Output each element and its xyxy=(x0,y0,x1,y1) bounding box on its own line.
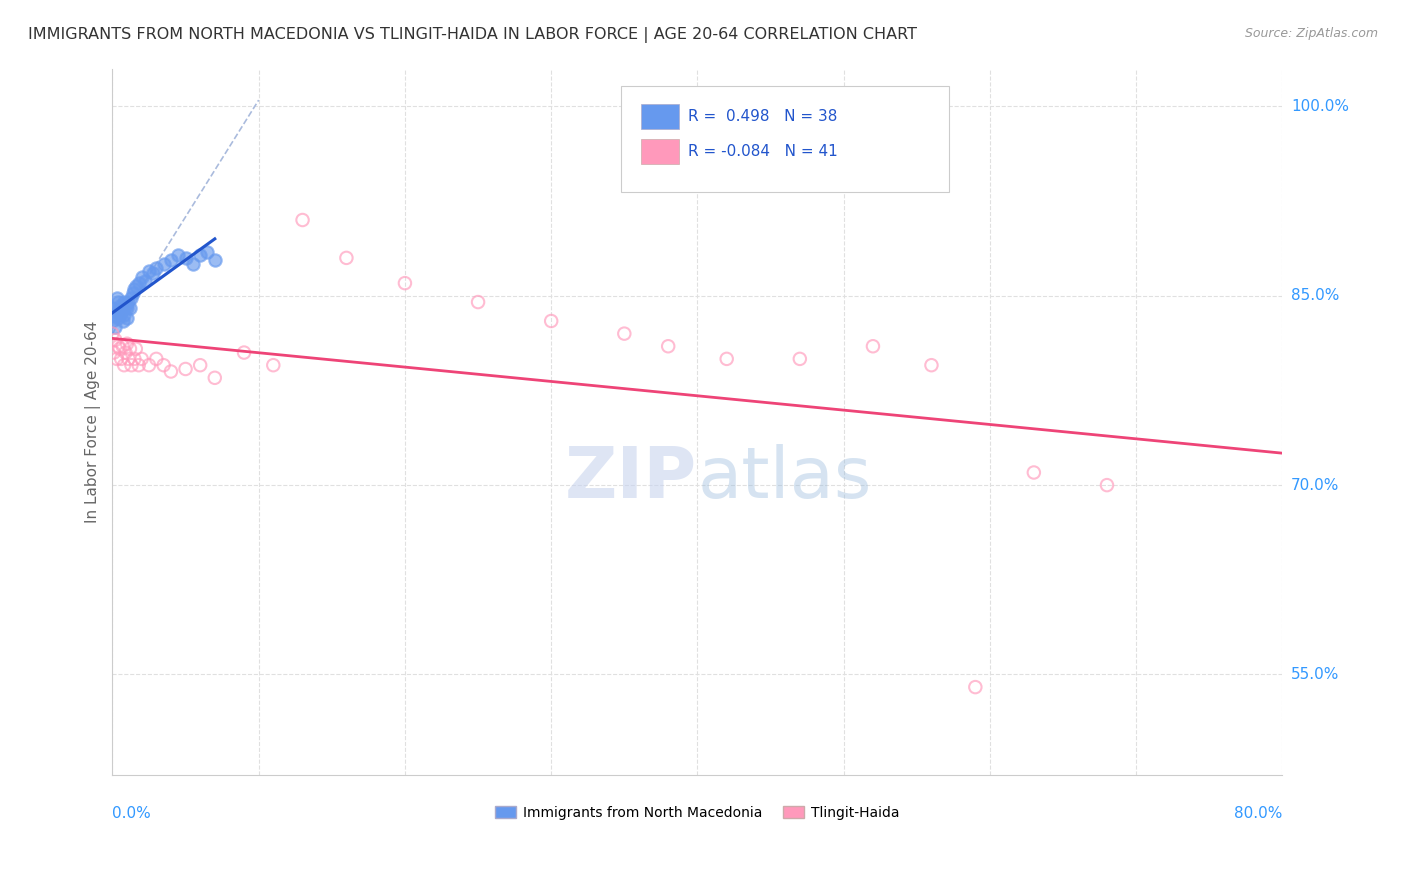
Point xyxy=(145,351,167,366)
Point xyxy=(105,304,128,318)
Point xyxy=(125,278,148,293)
Text: atlas: atlas xyxy=(697,444,872,513)
Point xyxy=(131,351,153,366)
Point xyxy=(174,251,197,265)
Point xyxy=(122,286,145,301)
Point xyxy=(145,260,167,275)
Point xyxy=(108,299,131,313)
Point xyxy=(335,251,357,265)
Text: 0.0%: 0.0% xyxy=(112,806,152,821)
Point xyxy=(101,326,124,341)
Point xyxy=(107,311,129,326)
Point xyxy=(174,362,197,376)
Point xyxy=(142,266,165,280)
Point xyxy=(862,339,884,353)
Point xyxy=(138,263,160,277)
Text: 70.0%: 70.0% xyxy=(1291,477,1339,492)
Point xyxy=(114,345,136,359)
Point xyxy=(124,351,146,366)
Point xyxy=(291,213,314,227)
Point xyxy=(107,295,129,310)
Point xyxy=(540,314,562,328)
Point xyxy=(105,351,128,366)
Text: R = -0.084   N = 41: R = -0.084 N = 41 xyxy=(688,145,838,160)
Point xyxy=(114,299,136,313)
Point xyxy=(111,314,134,328)
Point xyxy=(108,308,131,322)
Point xyxy=(110,304,132,318)
Point xyxy=(160,253,183,268)
Point xyxy=(115,336,138,351)
Point xyxy=(134,274,156,288)
FancyBboxPatch shape xyxy=(621,87,949,193)
Point xyxy=(188,248,211,262)
Text: IMMIGRANTS FROM NORTH MACEDONIA VS TLINGIT-HAIDA IN LABOR FORCE | AGE 20-64 CORR: IMMIGRANTS FROM NORTH MACEDONIA VS TLING… xyxy=(28,27,917,43)
Y-axis label: In Labor Force | Age 20-64: In Labor Force | Age 20-64 xyxy=(86,321,101,524)
Point xyxy=(181,257,204,271)
Point xyxy=(152,257,174,271)
FancyBboxPatch shape xyxy=(641,139,679,164)
Point xyxy=(105,291,128,305)
Point xyxy=(467,295,489,310)
FancyBboxPatch shape xyxy=(641,103,679,128)
Point xyxy=(188,358,211,372)
Point xyxy=(1095,478,1118,492)
Point xyxy=(118,342,141,356)
Point xyxy=(204,253,226,268)
Point xyxy=(613,326,636,341)
Text: R =  0.498   N = 38: R = 0.498 N = 38 xyxy=(688,109,838,124)
Point xyxy=(262,358,284,372)
Point xyxy=(101,301,124,316)
Point xyxy=(115,311,138,326)
Point xyxy=(124,282,146,296)
Point xyxy=(716,351,738,366)
Point xyxy=(120,291,142,305)
Point xyxy=(152,358,174,372)
Point xyxy=(103,345,125,359)
Point xyxy=(197,244,219,259)
Point xyxy=(233,345,256,359)
Point xyxy=(920,358,942,372)
Point xyxy=(112,358,135,372)
Point xyxy=(657,339,679,353)
Point xyxy=(394,276,416,290)
Text: ZIP: ZIP xyxy=(565,444,697,513)
Point xyxy=(167,248,190,262)
Point xyxy=(117,351,139,366)
Text: 85.0%: 85.0% xyxy=(1291,288,1339,303)
Point xyxy=(111,339,134,353)
Point xyxy=(112,308,135,322)
Point xyxy=(131,269,153,284)
Point xyxy=(204,371,226,385)
Point xyxy=(112,295,135,310)
Point xyxy=(101,314,124,328)
Legend: Immigrants from North Macedonia, Tlingit-Haida: Immigrants from North Macedonia, Tlingit… xyxy=(489,800,905,825)
Point xyxy=(128,358,150,372)
Point xyxy=(115,301,138,316)
Text: 55.0%: 55.0% xyxy=(1291,667,1339,682)
Point xyxy=(138,358,160,372)
Text: 80.0%: 80.0% xyxy=(1234,806,1282,821)
Text: Source: ZipAtlas.com: Source: ZipAtlas.com xyxy=(1244,27,1378,40)
Point xyxy=(103,308,125,322)
Point xyxy=(120,358,142,372)
Point xyxy=(125,342,148,356)
Point xyxy=(160,364,183,378)
Point xyxy=(107,339,129,353)
Point xyxy=(1022,466,1045,480)
Point xyxy=(128,276,150,290)
Text: 100.0%: 100.0% xyxy=(1291,99,1348,114)
Point xyxy=(104,333,127,347)
Point xyxy=(110,351,132,366)
Point xyxy=(111,301,134,316)
Point xyxy=(117,295,139,310)
Point xyxy=(104,320,127,334)
Point xyxy=(118,301,141,316)
Point xyxy=(108,342,131,356)
Point xyxy=(789,351,811,366)
Point xyxy=(965,680,987,694)
